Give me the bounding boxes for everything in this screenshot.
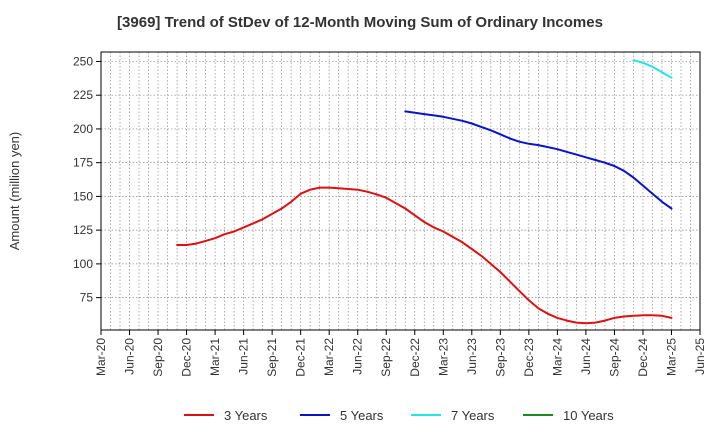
x-tick-label: Sep-22 bbox=[379, 338, 393, 377]
legend-label: 5 Years bbox=[340, 408, 384, 423]
x-tick-label: Jun-21 bbox=[237, 338, 251, 375]
x-tick-label: Jun-24 bbox=[579, 338, 593, 375]
legend-label: 3 Years bbox=[224, 408, 268, 423]
series-line-3-years bbox=[176, 186, 673, 325]
y-tick-label: 75 bbox=[80, 291, 94, 305]
plot-frame bbox=[100, 51, 701, 331]
y-tick-label: 100 bbox=[73, 257, 93, 271]
x-tick-label: Mar-24 bbox=[550, 338, 564, 376]
x-axis-ticks: Mar-20 Jun-20 Sep-20 Dec-20 Mar-21 Jun-21 Sep-… bbox=[94, 330, 707, 377]
x-tick-label: Mar-21 bbox=[208, 338, 222, 376]
chart-title: [3969] Trend of StDev of 12-Month Moving… bbox=[117, 14, 603, 31]
x-tick-label: Jun-20 bbox=[123, 338, 137, 375]
x-tick-label: Jun-23 bbox=[465, 338, 479, 375]
y-tick-label: 150 bbox=[73, 189, 93, 203]
x-tick-label: Sep-23 bbox=[493, 338, 507, 377]
x-tick-label: Dec-24 bbox=[636, 338, 650, 377]
series-line-7-years bbox=[632, 59, 673, 79]
x-tick-label: Mar-25 bbox=[664, 338, 678, 376]
x-tick-label: Mar-22 bbox=[322, 338, 336, 376]
x-tick-label: Sep-21 bbox=[265, 338, 279, 377]
x-tick-label: Dec-21 bbox=[294, 338, 308, 377]
series-lines bbox=[176, 59, 673, 325]
x-tick-label: Dec-22 bbox=[408, 338, 422, 377]
y-tick-label: 175 bbox=[73, 156, 93, 170]
y-axis-title: Amount (million yen) bbox=[7, 132, 22, 251]
x-tick-label: Sep-20 bbox=[151, 338, 165, 377]
y-tick-label: 250 bbox=[73, 54, 93, 68]
x-tick-label: Mar-23 bbox=[436, 338, 450, 376]
y-tick-label: 200 bbox=[73, 122, 93, 136]
y-tick-label: 225 bbox=[73, 88, 93, 102]
legend-label: 7 Years bbox=[451, 408, 495, 423]
x-tick-label: Dec-23 bbox=[522, 338, 536, 377]
y-tick-label: 125 bbox=[73, 223, 93, 237]
x-tick-label: Jun-25 bbox=[693, 338, 707, 375]
y-axis-ticks: 75 100 125 150 175 200 225 250 bbox=[73, 54, 101, 305]
x-tick-label: Sep-24 bbox=[607, 338, 621, 377]
series-line-5-years bbox=[404, 110, 673, 210]
legend-label: 10 Years bbox=[563, 408, 614, 423]
legend: 3 Years 5 Years 7 Years 10 Years bbox=[184, 408, 614, 423]
grid bbox=[101, 52, 700, 330]
x-tick-label: Dec-20 bbox=[180, 338, 194, 377]
x-tick-label: Mar-20 bbox=[94, 338, 108, 376]
x-tick-label: Jun-22 bbox=[351, 338, 365, 375]
